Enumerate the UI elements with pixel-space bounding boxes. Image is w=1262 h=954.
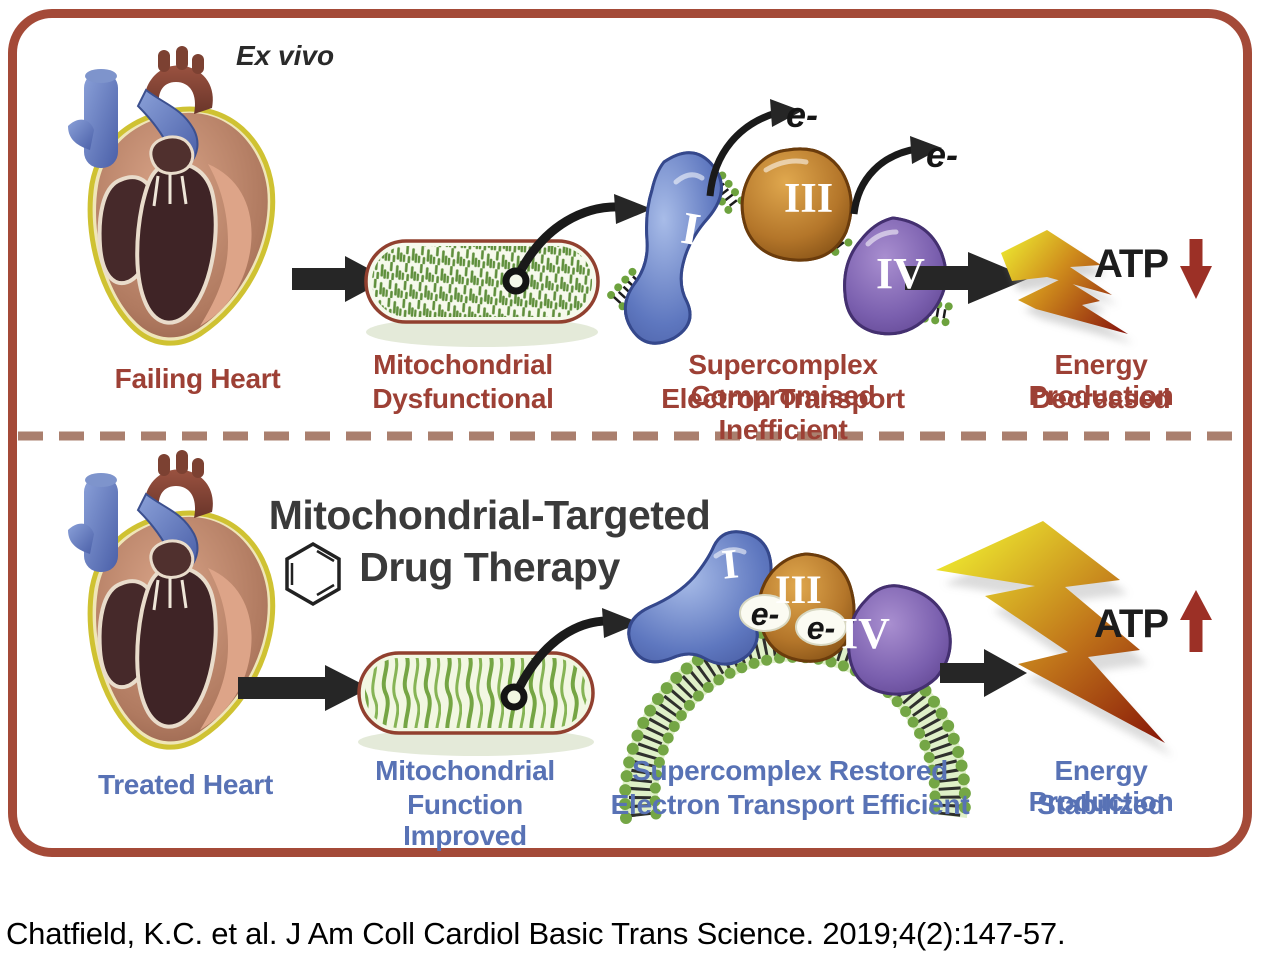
mitochondrion-dysfunctional [364,239,600,324]
electron-badge-2 [795,608,847,646]
treated-heart-illustration [68,450,273,747]
caption-mito-top-line1: Mitochondrial [373,349,553,380]
zoom-callout-ring-top [502,267,530,295]
electron-badge-label-1: e- [750,596,780,632]
complex-iii-numeral-top: III [784,176,834,222]
ex-vivo-label: Ex vivo [236,40,335,71]
top-panel-graphics [292,99,1212,347]
electron-label-2: e- [926,134,959,175]
atp-increase-arrow [1180,590,1212,652]
arrow-supercomplex-to-atp-bottom [940,649,1027,697]
arrow-heart-to-mitochondria-top [292,256,388,302]
caption-energy-top-line1: Energy Production [1028,349,1174,411]
caption-mito-top-line2: Dysfunctional [372,383,554,414]
electron-badge-label-2: e- [806,610,836,646]
complex-iv-top [843,216,948,336]
failing-heart-illustration [68,46,273,343]
mitochondrion-improved [357,651,595,735]
atp-label-bottom: ATP [1094,602,1169,646]
bottom-panel-graphics [238,521,1212,824]
zoom-callout-curve-top [516,202,623,275]
atp-label-top: ATP [1094,242,1169,286]
electron-arrow-1 [706,109,778,197]
arrow-heart-to-mitochondria-bottom [238,665,370,711]
benzene-ring-icon [285,541,341,607]
broken-lightning-bolt [1001,230,1134,344]
therapy-title-line1: Mitochondrial-Targeted [268,492,711,538]
caption-supercomplex-top-line1: Supercomplex Compromised [688,349,878,411]
caption-supercomplex-top-line2: Electron Transport Inefficient [661,383,905,445]
complex-iv-numeral-bottom: IV [841,609,890,658]
complex-iv-numeral-top: IV [876,249,925,298]
caption-supercomplex-bottom-line1: Supercomplex Restored [632,755,948,786]
electron-label-1: e- [786,94,819,135]
electron-badge-1 [739,594,791,632]
caption-failing-heart: Failing Heart [114,363,281,394]
atp-decrease-arrow [1180,239,1212,299]
complex-i-top [623,151,723,345]
complex-iv-bottom [847,584,952,696]
large-lightning-bolt [936,521,1173,757]
caption-energy-top-line2: Decreased [1031,383,1171,414]
caption-supercomplex-bottom-line2: Electron Transport Efficient [610,789,970,820]
citation-text: Chatfield, K.C. et al. J Am Coll Cardiol… [6,916,1066,951]
arrow-supercomplex-to-atp-top [905,252,1030,304]
caption-mito-bottom-line1: Mitochondrial [375,755,555,786]
caption-energy-bottom-line2: Stabilized [1037,789,1165,820]
complex-iii-top [740,147,853,262]
zoom-callout-ring-bottom [500,683,528,711]
zoom-callout-curve-bottom [515,616,611,691]
complex-iii-numeral-bottom: III [775,567,822,612]
caption-energy-bottom-line1: Energy Production [1028,755,1174,817]
caption-treated-heart: Treated Heart [97,769,274,800]
electron-arrow-2 [850,145,917,215]
therapy-title-line2: Drug Therapy [359,544,620,590]
caption-mito-bottom-line2: Function Improved [403,789,527,851]
